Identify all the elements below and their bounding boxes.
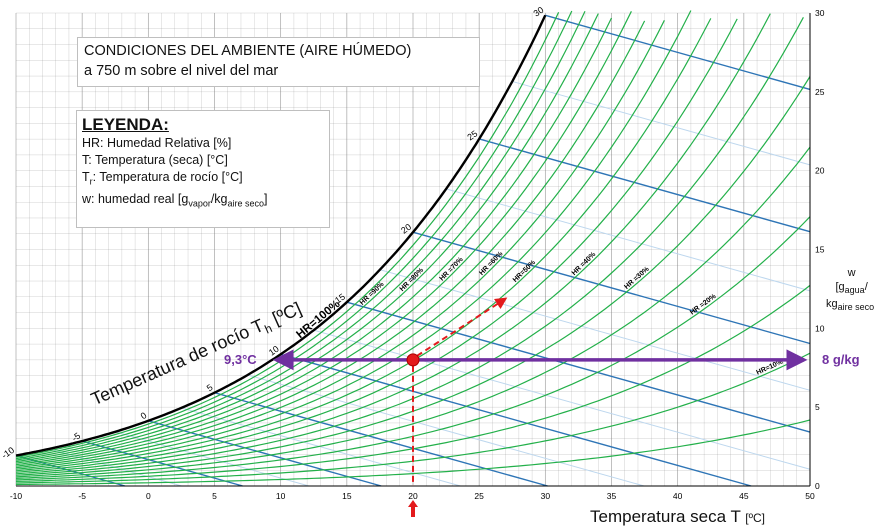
rh-label: HR =20% — [689, 293, 718, 317]
annotations — [272, 297, 808, 517]
x-tick-label: -5 — [78, 491, 86, 501]
rh-curve — [15, 11, 632, 466]
rh-label: HR =40% — [571, 251, 598, 278]
dewpoint-tick-label: 0 — [139, 410, 149, 421]
conditions-title: CONDICIONES DEL AMBIENTE (AIRE HÚMEDO) — [84, 43, 412, 59]
dewpoint-line — [412, 231, 811, 345]
rh-curve — [15, 13, 771, 475]
dewpoint-tick-label: 20 — [399, 222, 413, 236]
rh-curve — [15, 13, 599, 463]
x-tick-label: 25 — [474, 491, 484, 501]
dewpoint-tick-label: 30 — [532, 5, 546, 19]
y-tick-label: 0 — [815, 481, 820, 491]
dewpoint-value-label: 9,3°C — [224, 352, 257, 367]
rh-curve — [15, 18, 738, 473]
legend-title: LEYENDA: — [82, 115, 169, 134]
rh-curve — [15, 146, 811, 479]
rh-curve — [15, 10, 692, 470]
legend-panel: LEYENDA: HR: Humedad Relativa [%] T: Tem… — [76, 110, 330, 228]
y-tick-label: 5 — [815, 402, 820, 412]
x-tick-label: 35 — [607, 491, 617, 501]
legend-hr: HR: Humedad Relativa [%] — [82, 136, 232, 150]
legend-tr: Tr: Temperatura de rocío [°C] — [82, 170, 243, 187]
rh-curve — [15, 419, 811, 486]
legend-w: w: humedad real [gvapor/kgaire seco] — [82, 191, 268, 209]
rh-curve — [15, 17, 804, 476]
x-tick-label: 15 — [342, 491, 352, 501]
rh-curve — [15, 18, 712, 472]
x-tick-label: 50 — [805, 491, 815, 501]
dewpoint-tick-label: 15 — [333, 292, 347, 306]
x-tick-label: 5 — [212, 491, 217, 501]
dewpoint-line — [545, 14, 811, 91]
x-tick-label: 45 — [739, 491, 749, 501]
state-point — [406, 353, 420, 367]
rh-curve — [15, 20, 665, 469]
dewpoint-line — [512, 80, 811, 166]
dewpoint-tick-label: -10 — [0, 445, 16, 461]
conditions-panel: CONDICIONES DEL AMBIENTE (AIRE HÚMEDO) a… — [77, 37, 480, 87]
y-tick-label: 25 — [815, 87, 825, 97]
rh-label: HR =30% — [623, 265, 651, 291]
y-tick-label: 20 — [815, 166, 825, 176]
y-tick-label: 15 — [815, 245, 825, 255]
dewpoint-tick-label: 5 — [205, 382, 215, 393]
dewpoint-line — [346, 301, 811, 433]
x-tick-label: -10 — [10, 491, 23, 501]
rh-curves — [15, 10, 811, 486]
rh-label: HR =90% — [359, 280, 386, 306]
dewpoint-line — [214, 392, 548, 487]
rh-label: HR=50% — [512, 259, 538, 284]
y-tick-label: 30 — [815, 8, 825, 18]
x-tick-label: 40 — [673, 491, 683, 501]
temperature-arrow — [408, 500, 418, 517]
dewpoint-tick-label: 25 — [465, 128, 479, 142]
x-tick-label: 10 — [276, 491, 286, 501]
y-tick-label: 10 — [815, 323, 825, 333]
rh-curve — [15, 11, 586, 461]
conditions-subtitle: a 750 m sobre el nivel del mar — [84, 63, 279, 79]
dewpoint-line — [148, 420, 382, 487]
humidity-value-label: 8 g/kg — [822, 352, 860, 367]
rh-curve — [15, 17, 613, 464]
x-tick-label: 0 — [146, 491, 151, 501]
x-tick-label: 20 — [408, 491, 418, 501]
dewpoint-line — [313, 329, 811, 470]
rh-guide-arrow — [416, 297, 508, 357]
x-axis-label: Temperatura seca T [ºC] — [590, 507, 766, 526]
legend-t: T: Temperatura (seca) [°C] — [82, 153, 228, 167]
rh-curve — [15, 20, 646, 467]
dewpoint-line — [81, 440, 243, 487]
x-tick-label: 30 — [541, 491, 551, 501]
y-axis-label: w [gagua/ kgaire seco] — [826, 267, 874, 313]
dewpoint-line — [280, 353, 752, 487]
